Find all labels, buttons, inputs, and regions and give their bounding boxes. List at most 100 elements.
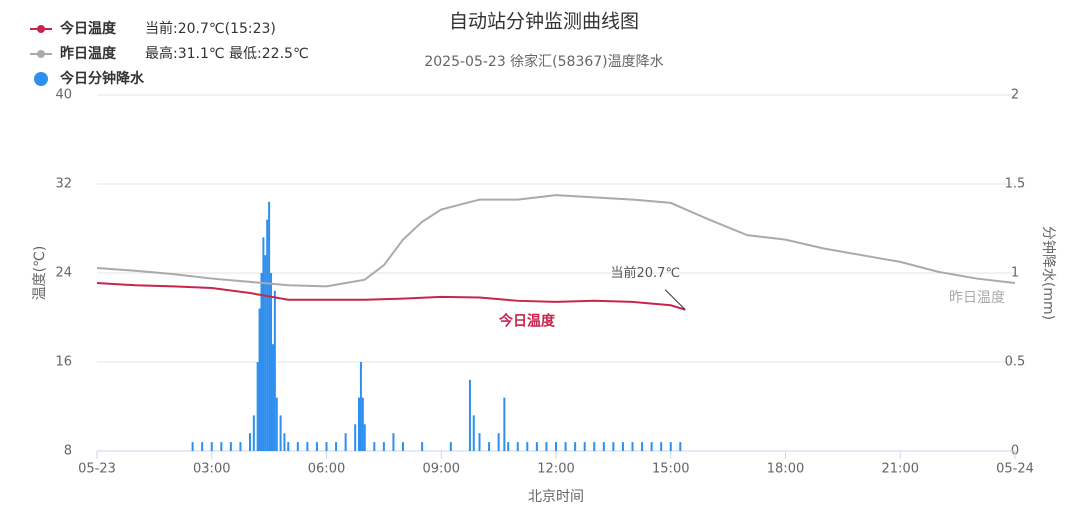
precip-bar — [621, 442, 624, 451]
precip-bar — [679, 442, 682, 451]
x-tick-label: 21:00 — [882, 462, 919, 477]
precip-bar — [631, 442, 634, 451]
precip-bar — [583, 442, 586, 451]
precip-bar — [361, 397, 364, 451]
precip-bar — [564, 442, 567, 451]
precip-bar — [373, 442, 376, 451]
precip-bar — [260, 273, 263, 451]
precip-bar — [249, 433, 251, 451]
precip-bar — [271, 344, 274, 451]
precip-bar — [315, 442, 318, 451]
x-tick-label: 15:00 — [652, 462, 689, 477]
precip-bar — [421, 442, 424, 451]
precip-bar — [507, 442, 510, 451]
line-label: 昨日温度 — [949, 290, 1005, 306]
precip-bar — [669, 442, 672, 451]
precip-bar — [191, 442, 194, 451]
precip-bar — [220, 442, 223, 451]
precip-bar — [262, 237, 265, 451]
precip-bar — [593, 442, 596, 451]
y-tick-label: 8 — [64, 444, 72, 459]
precip-bar — [270, 273, 273, 451]
y2-axis-label: 分钟降水(mm) — [1040, 226, 1057, 320]
precip-bar — [359, 362, 362, 451]
precip-bar — [268, 201, 271, 451]
precip-bar — [335, 442, 338, 451]
chart-title: 自动站分钟监测曲线图 — [449, 11, 639, 33]
precip-bar — [363, 424, 366, 451]
precip-bar — [325, 442, 328, 451]
precip-bar — [472, 415, 475, 451]
precip-bar — [358, 397, 361, 451]
y-axis-label: 温度(℃) — [32, 246, 48, 301]
precip-bar — [354, 424, 357, 451]
temp-line — [96, 194, 1016, 288]
precip-bar — [252, 415, 255, 451]
legend-swatch — [34, 72, 48, 86]
precip-bar — [488, 442, 491, 451]
precip-bar — [287, 442, 290, 451]
temp-line — [96, 282, 686, 311]
precip-bar — [229, 442, 232, 451]
precip-bar — [266, 219, 269, 451]
precip-bar — [612, 442, 615, 451]
legend-label: 昨日温度 — [60, 45, 117, 62]
chart-subtitle: 2025-05-23 徐家汇(58367)温度降水 — [424, 53, 663, 70]
legend-label: 今日分钟降水 — [59, 70, 145, 87]
precip-bar — [296, 442, 299, 451]
precip-bar — [535, 442, 538, 451]
y-tick-label: 24 — [55, 266, 72, 281]
x-tick-label: 06:00 — [308, 462, 345, 477]
y-tick-label: 32 — [55, 177, 72, 192]
precip-bar — [382, 442, 385, 451]
precip-bar — [264, 255, 267, 451]
line-label: 今日温度 — [498, 313, 556, 330]
annotation: 当前20.7℃ — [611, 265, 681, 281]
precip-bar — [258, 308, 261, 451]
legend-note: 最高:31.1℃ 最低:22.5℃ — [145, 45, 309, 62]
precip-bar — [602, 442, 605, 451]
precip-bar — [275, 397, 278, 451]
precip-bar — [449, 442, 452, 451]
x-tick-label: 18:00 — [767, 462, 804, 477]
precip-bar — [516, 442, 519, 451]
precip-bar — [283, 433, 286, 451]
legend-note: 当前:20.7℃(15:23) — [145, 20, 276, 37]
y2-tick-label: 1.5 — [1005, 177, 1026, 192]
precip-bar — [279, 415, 282, 451]
precip-bar — [344, 433, 347, 451]
x-tick-label: 03:00 — [193, 462, 230, 477]
precip-bar — [402, 442, 404, 451]
y2-tick-label: 1 — [1011, 266, 1019, 281]
x-tick-label: 12:00 — [537, 462, 574, 477]
precip-bar — [660, 442, 663, 451]
precip-bar — [478, 433, 481, 451]
precip-bar — [239, 442, 242, 451]
precip-bar — [256, 362, 259, 451]
precip-bar — [650, 442, 653, 451]
x-tick-label: 05-23 — [78, 462, 116, 477]
y-tick-label: 16 — [55, 355, 72, 370]
precip-bar — [273, 290, 276, 451]
legend-swatch — [37, 25, 45, 33]
precip-bar — [574, 442, 577, 451]
precip-bar — [306, 442, 309, 451]
x-tick-label: 09:00 — [423, 462, 460, 477]
precip-bar — [497, 433, 500, 451]
legend-swatch — [37, 50, 45, 58]
precip-bar — [545, 442, 548, 451]
y-tick-label: 40 — [55, 88, 72, 103]
precip-bar — [503, 397, 506, 451]
annotation-leader — [664, 289, 686, 311]
precip-bar — [555, 442, 557, 451]
precip-bar — [526, 442, 529, 451]
precip-bar — [210, 442, 213, 451]
precip-bar — [201, 442, 204, 451]
x-axis-label: 北京时间 — [528, 489, 584, 505]
y2-tick-label: 0.5 — [1005, 355, 1026, 370]
legend-label: 今日温度 — [59, 20, 117, 37]
y2-tick-label: 2 — [1011, 88, 1019, 103]
precip-bar — [468, 379, 471, 451]
precip-bar — [392, 433, 395, 451]
